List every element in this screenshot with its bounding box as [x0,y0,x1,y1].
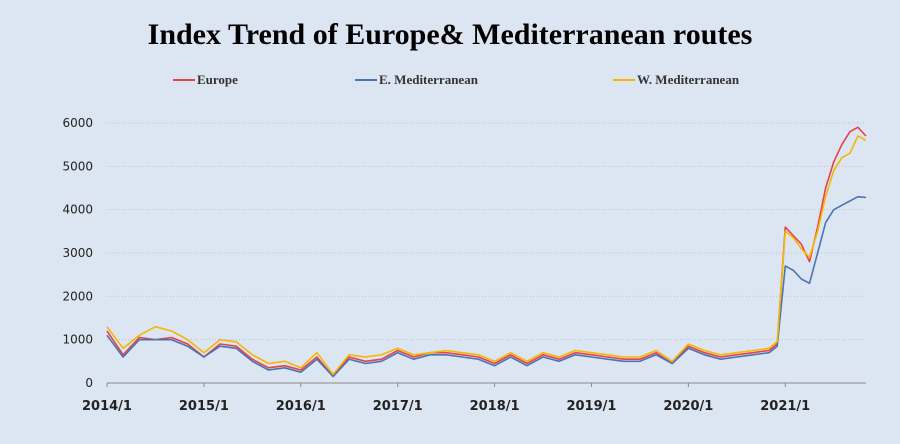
x-tick-label: 2017/1 [373,399,423,414]
y-tick-label: 6000 [62,116,93,130]
y-tick-label: 3000 [62,246,93,260]
y-tick-label: 5000 [62,159,93,173]
legend-label: Europe [197,72,238,87]
y-tick-label: 2000 [62,289,93,303]
y-tick-label: 1000 [62,333,93,347]
x-tick-label: 2019/1 [566,399,616,414]
y-tick-label: 0 [85,376,93,390]
x-tick-label: 2020/1 [663,399,713,414]
chart-title: Index Trend of Europe& Mediterranean rou… [147,18,753,51]
legend-label: W. Mediterranean [637,72,740,87]
x-tick-label: 2016/1 [276,399,326,414]
x-tick-label: 2015/1 [179,399,229,414]
axes: 0 1000 2000 3000 4000 5000 6000 2014/1 2015/1 201… [62,116,866,414]
series-line-1 [106,126,867,378]
y-tick-label: 4000 [62,203,93,217]
gridlines [107,122,866,341]
x-tick-label: 2014/1 [82,399,132,414]
x-tick-label: 2018/1 [470,399,520,414]
x-tick-label: 2021/1 [760,399,810,414]
series-line-3 [106,135,867,376]
legend-label: E. Mediterranean [379,72,479,87]
legend: Europe E. Mediterranean W. Mediterranean [173,72,740,87]
series-lines [106,126,867,378]
series-line-2 [106,195,867,378]
